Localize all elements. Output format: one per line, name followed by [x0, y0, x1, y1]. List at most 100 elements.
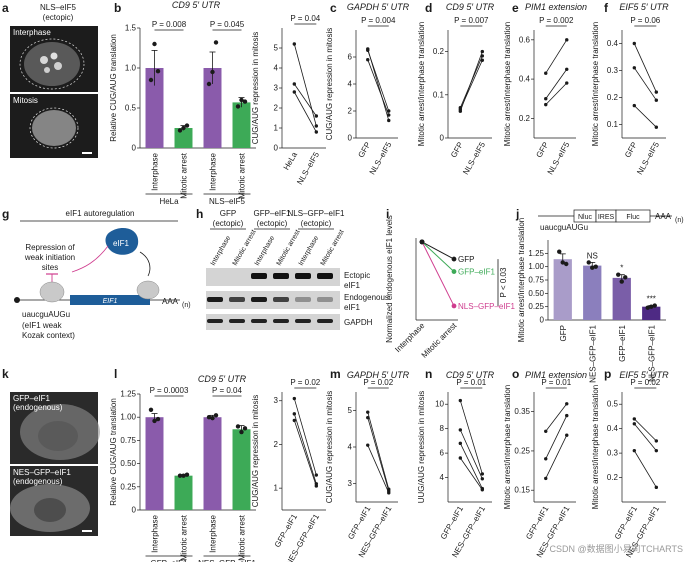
micrograph-interphase: Interphase	[10, 26, 98, 92]
y-tick-label: 4	[440, 473, 445, 482]
construct-ires: IRES	[598, 214, 615, 221]
pvalue-label: P = 0.02	[363, 378, 393, 387]
y-axis-label: Mitotic arrest/interphase translation	[417, 22, 426, 147]
data-point	[148, 77, 154, 83]
series-line-0	[545, 403, 568, 432]
data-point	[564, 261, 569, 267]
data-point	[458, 398, 463, 403]
y-tick-label: 4	[348, 443, 353, 452]
panel-label-a: a	[2, 1, 9, 15]
x-tick-label: HeLa	[282, 150, 300, 172]
blot-group-headers: GFP (ectopic) GFP–eIF1 (ectopic) NLS–GFP…	[210, 209, 345, 230]
axis-c: 0 2 4 6 CUG/AUG repression in mitosis	[325, 28, 398, 143]
blot-band-gapdh	[207, 319, 223, 323]
y-tick-label: 0.50	[528, 289, 544, 298]
y-tick-label: 4	[274, 64, 279, 73]
bar	[232, 429, 251, 510]
y-tick-label: 1.5	[125, 24, 137, 33]
x-tick-label: Mitotic arrest	[238, 514, 247, 561]
data-point	[366, 443, 370, 447]
y-tick-label: 4	[348, 80, 353, 89]
data-point	[616, 272, 621, 277]
blot-band-gapdh	[251, 319, 267, 323]
blot-lane-label: Interphase	[298, 235, 321, 267]
series-line-1	[367, 417, 390, 492]
series-line-1	[545, 69, 568, 99]
data-point	[590, 265, 595, 270]
data-point	[366, 415, 370, 420]
blot-lane-label: Mitotic arrest	[320, 229, 346, 267]
data-point	[632, 422, 637, 426]
y-tick-label: 1	[274, 124, 279, 133]
bar	[203, 417, 222, 510]
y-tick-label: 5	[348, 406, 353, 415]
y-tick-label: 10	[435, 400, 444, 409]
k-label-2-l2: (endogenous)	[13, 477, 63, 486]
x-tick-label: Mitotic arrest	[420, 321, 459, 360]
construct-polya-sub: (n)	[675, 217, 684, 224]
series-line-0	[459, 400, 483, 475]
axis-b2: 0 1 2 3 4 5 CUG/AUG repression in mitosis	[251, 28, 326, 153]
data-point	[314, 114, 319, 118]
data-point	[565, 67, 569, 71]
y-tick-label: 1.25	[120, 390, 136, 399]
series-group-i: GFP GFP–eIF1 NLS–GFP–eIF1 P < 0.03 Interphas…	[393, 239, 515, 360]
pvalue-label: P = 0.02	[290, 378, 320, 387]
x-tick-label: Mitotic arrest	[238, 152, 247, 199]
y-tick-label: 3	[348, 479, 353, 488]
series-line-1	[634, 423, 657, 451]
panel-label-d: d	[425, 1, 432, 15]
y-axis-label: Relative CUG/AUG translation	[109, 34, 118, 142]
y-axis-label: CUG/AUG repression in mitosis	[325, 28, 334, 140]
data-point	[560, 260, 565, 265]
pvalue-label: P = 0.04	[290, 14, 320, 23]
chart-title-b: CD9 5′ UTR	[172, 0, 221, 10]
x-tick-label: GFP	[356, 141, 372, 160]
k-label-1-l2: (endogenous)	[13, 403, 63, 412]
bars-b: Interphase Mitotic arrest Interphase Mitoti…	[145, 20, 251, 206]
y-axis-label: UUG/AUG repression in mitosis	[417, 391, 426, 503]
x-tick-label: Interphase	[151, 152, 160, 190]
panel-label-b: b	[114, 1, 121, 15]
data-point	[632, 448, 637, 453]
y-tick-label: 6	[348, 53, 353, 62]
data-point	[565, 402, 569, 406]
x-tick-label: GFP	[449, 141, 465, 160]
x-tick-label: Interphase	[209, 514, 218, 552]
data-point	[314, 473, 319, 477]
y-tick-label: 0	[440, 134, 445, 143]
polya-label: AAA	[162, 297, 179, 306]
interphase-image-label: Interphase	[13, 28, 51, 37]
y-tick-label: 0.2	[519, 114, 531, 123]
data-point	[235, 424, 241, 429]
panel-label-h: h	[196, 207, 203, 221]
blot-lane-label: Interphase	[210, 235, 233, 267]
data-point	[387, 113, 391, 117]
data-point	[387, 109, 391, 113]
y-tick-label: 0.4	[607, 39, 619, 48]
series-line-0	[293, 398, 317, 476]
data-point	[366, 58, 370, 62]
blot-band-ectopic	[317, 273, 333, 279]
y-tick-label: 0.5	[607, 400, 619, 409]
micrograph-nes-gfp-eif1: NES–GFP–eIF1 (endogenous)	[10, 466, 98, 536]
panel-label-c: c	[330, 1, 337, 15]
y-axis-label: CUG/AUG repression in mitosis	[325, 391, 334, 503]
chart-title-l: CD9 5′ UTR	[198, 374, 247, 384]
data-point	[184, 123, 190, 128]
series-line-1	[293, 83, 317, 117]
panel-label-k: k	[2, 367, 9, 381]
axis-n: 4 6 8 10 UUG/AUG repression in mitosis	[417, 391, 492, 503]
y-tick-label: 0.4	[519, 75, 531, 84]
data-point	[480, 58, 485, 62]
blot-band-endogenous	[273, 297, 289, 302]
axis-d: 0 0.1 0.2 Mitotic arrest/interphase transla…	[417, 22, 492, 147]
data-point	[242, 99, 248, 104]
eif1-protein-label: eIF1	[113, 239, 130, 248]
